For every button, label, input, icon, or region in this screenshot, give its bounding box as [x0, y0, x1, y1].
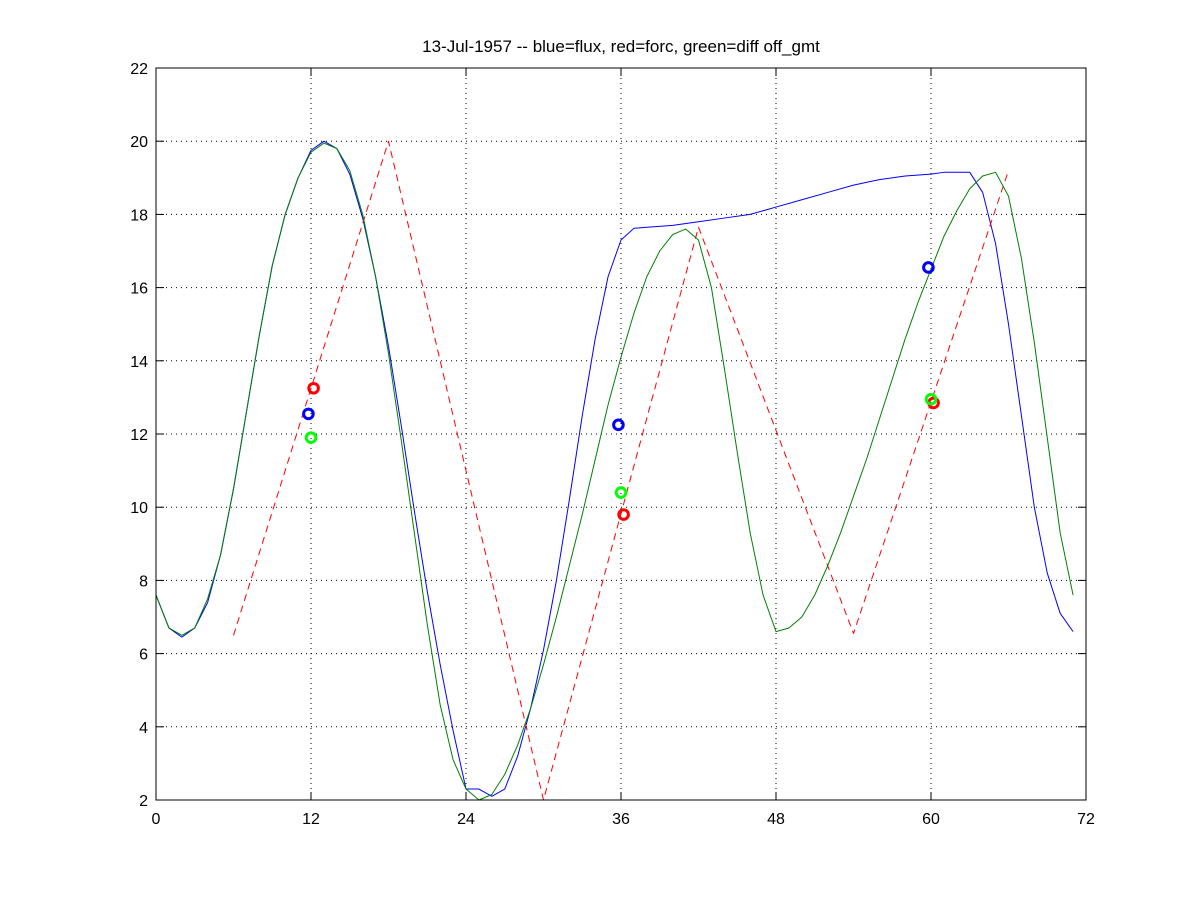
- y-tick-label: 12: [130, 427, 148, 444]
- x-tick-label: 72: [1077, 811, 1095, 828]
- marker-point-6: [922, 261, 935, 274]
- markers: [302, 261, 940, 521]
- y-tick-label: 16: [130, 281, 148, 298]
- y-tick-label: 2: [139, 793, 148, 810]
- marker-point-5: [617, 508, 630, 521]
- marker-point-2: [304, 431, 318, 444]
- x-tick-label: 60: [922, 811, 940, 828]
- y-tick-label: 18: [130, 207, 148, 224]
- x-tick-label: 12: [302, 811, 320, 828]
- series-line-2: [155, 142, 1074, 801]
- y-tick-label: 8: [139, 573, 148, 590]
- marker-point-8: [924, 392, 938, 406]
- y-tick-label: 4: [139, 720, 148, 737]
- y-tick-label: 22: [130, 61, 148, 78]
- x-tick-label: 36: [612, 811, 630, 828]
- y-tick-label: 6: [139, 647, 148, 664]
- series-line-1: [233, 140, 1009, 801]
- marker-point-1: [307, 381, 320, 395]
- marker-point-0: [302, 407, 315, 421]
- y-tick-label: 10: [130, 500, 148, 517]
- x-tick-label: 0: [152, 811, 161, 828]
- chart-title: 13-Jul-1957 -- blue=flux, red=forc, gree…: [422, 37, 820, 56]
- x-tick-label: 24: [457, 811, 475, 828]
- marker-point-3: [612, 418, 625, 432]
- y-tick-label: 14: [130, 354, 148, 371]
- ticks: [155, 67, 1087, 801]
- series-lines: [155, 140, 1074, 801]
- y-tick-label: 20: [130, 134, 148, 151]
- marker-point-4: [614, 486, 628, 499]
- x-tick-label: 48: [767, 811, 785, 828]
